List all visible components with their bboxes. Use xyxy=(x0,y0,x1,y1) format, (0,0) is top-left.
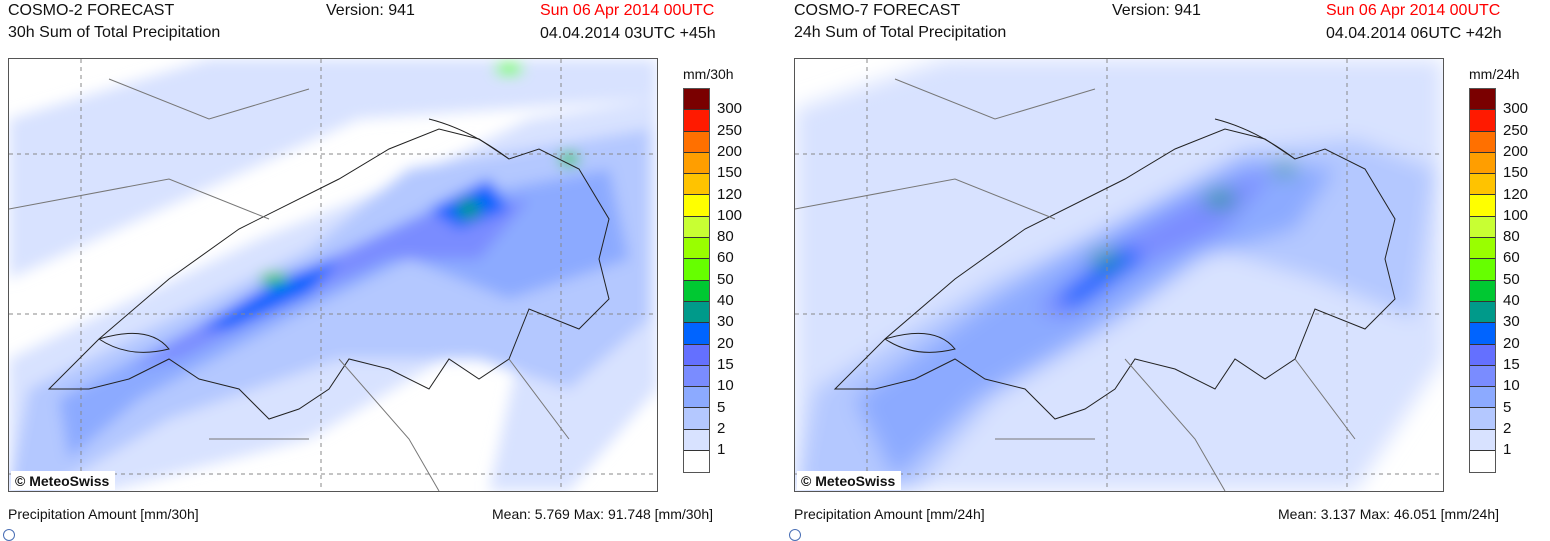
panel-cosmo2: COSMO-2 FORECAST 30h Sum of Total Precip… xyxy=(0,0,780,541)
colorbar-swatch xyxy=(1470,174,1495,196)
precipitation-map[interactable]: © MeteoSwiss xyxy=(8,58,658,492)
colorbar-label: 150 xyxy=(1503,164,1529,182)
colorbar-label: 20 xyxy=(1503,334,1520,352)
colorbar-label: 120 xyxy=(717,185,743,203)
colorbar-swatch xyxy=(1470,387,1495,409)
colorbar-label: 10 xyxy=(1503,377,1520,395)
version: Version: 941 xyxy=(326,2,415,19)
colorbar-label: 80 xyxy=(1503,228,1520,246)
precipitation-map[interactable]: © MeteoSwiss xyxy=(794,58,1444,492)
copyright-label: © MeteoSwiss xyxy=(797,471,902,490)
run-time: 04.04.2014 03UTC +45h xyxy=(540,25,716,42)
map-graphic xyxy=(795,59,1443,491)
valid-time: Sun 06 Apr 2014 00UTC xyxy=(540,2,715,19)
copyright-label: © MeteoSwiss xyxy=(11,471,116,490)
colorbar-swatch xyxy=(1470,301,1495,324)
colorbar-swatch xyxy=(1470,110,1495,132)
colorbar-swatch xyxy=(684,238,709,260)
colorbar-label: 30 xyxy=(1503,313,1520,331)
colorbar-swatch xyxy=(684,408,709,430)
colorbar-label: 30 xyxy=(717,313,734,331)
colorbar-swatch xyxy=(684,451,709,473)
colorbar-label: 150 xyxy=(717,164,743,182)
colorbar-swatch xyxy=(684,195,709,217)
colorbar-label: 5 xyxy=(1503,398,1512,416)
colorbar-swatch xyxy=(684,110,709,132)
colorbar-swatch xyxy=(684,301,709,324)
colorbar-label: 120 xyxy=(1503,185,1529,203)
model-title: COSMO-7 FORECAST xyxy=(794,2,961,19)
version: Version: 941 xyxy=(1112,2,1201,19)
run-time: 04.04.2014 06UTC +42h xyxy=(1326,25,1502,42)
colorbar-swatch xyxy=(684,365,709,388)
colorbar-label: 300 xyxy=(1503,100,1529,118)
colorbar-unit: mm/30h xyxy=(683,66,734,82)
colorbar-swatch xyxy=(684,216,709,239)
colorbar-label: 80 xyxy=(717,228,734,246)
panel-cosmo7: COSMO-7 FORECAST 24h Sum of Total Precip… xyxy=(786,0,1550,541)
valid-time: Sun 06 Apr 2014 00UTC xyxy=(1326,2,1501,19)
colorbar-label: 1 xyxy=(717,441,726,459)
colorbar-label: 60 xyxy=(717,249,734,267)
colorbar-label: 50 xyxy=(1503,270,1520,288)
colorbar-swatch xyxy=(684,280,709,302)
colorbar xyxy=(683,88,710,474)
colorbar-swatch xyxy=(1470,429,1495,452)
colorbar-swatch xyxy=(1470,216,1495,239)
colorbar-swatch xyxy=(1470,89,1495,111)
colorbar-label: 2 xyxy=(717,419,726,437)
info-icon[interactable] xyxy=(789,529,801,541)
colorbar-label: 40 xyxy=(717,292,734,309)
colorbar-swatch xyxy=(1470,344,1495,366)
colorbar-swatch xyxy=(1470,238,1495,260)
colorbar-swatch xyxy=(1470,365,1495,388)
colorbar-label: 10 xyxy=(717,377,734,395)
colorbar-label: 5 xyxy=(717,398,726,416)
footer-variable: Precipitation Amount [mm/30h] xyxy=(8,506,199,522)
colorbar-swatch xyxy=(684,152,709,175)
footer-stats: Mean: 5.769 Max: 91.748 [mm/30h] xyxy=(492,506,714,522)
colorbar-swatch xyxy=(1470,195,1495,217)
product-title: 30h Sum of Total Precipitation xyxy=(8,24,221,41)
colorbar-label: 1 xyxy=(1503,441,1512,459)
colorbar-label: 15 xyxy=(717,355,734,373)
colorbar-label: 60 xyxy=(1503,249,1520,267)
footer-stats: Mean: 3.137 Max: 46.051 [mm/24h] xyxy=(1278,506,1500,522)
colorbar-swatch xyxy=(684,323,709,345)
colorbar-swatch xyxy=(684,131,709,153)
colorbar-swatch xyxy=(684,259,709,281)
colorbar-swatch xyxy=(1470,323,1495,345)
map-graphic xyxy=(9,59,657,491)
colorbar-swatch xyxy=(1470,131,1495,153)
colorbar-swatch xyxy=(684,387,709,409)
colorbar-swatch xyxy=(684,89,709,111)
colorbar-label: 250 xyxy=(1503,121,1529,139)
colorbar-label: 200 xyxy=(717,142,743,160)
colorbar-swatch xyxy=(684,429,709,452)
colorbar xyxy=(1469,88,1496,474)
colorbar-swatch xyxy=(1470,152,1495,175)
colorbar-label: 250 xyxy=(717,121,743,139)
footer-variable: Precipitation Amount [mm/24h] xyxy=(794,506,985,522)
colorbar-swatch xyxy=(1470,451,1495,473)
colorbar-swatch xyxy=(1470,408,1495,430)
colorbar-label: 40 xyxy=(1503,292,1520,309)
info-icon[interactable] xyxy=(3,529,15,541)
colorbar-label: 20 xyxy=(717,334,734,352)
model-title: COSMO-2 FORECAST xyxy=(8,2,175,19)
colorbar-label: 15 xyxy=(1503,355,1520,373)
colorbar-label: 300 xyxy=(717,100,743,118)
product-title: 24h Sum of Total Precipitation xyxy=(794,24,1007,41)
colorbar-label: 200 xyxy=(1503,142,1529,160)
colorbar-swatch xyxy=(1470,259,1495,281)
colorbar-unit: mm/24h xyxy=(1469,66,1520,82)
colorbar-label: 100 xyxy=(717,206,743,224)
colorbar-label: 50 xyxy=(717,270,734,288)
colorbar-swatch xyxy=(684,174,709,196)
colorbar-swatch xyxy=(1470,280,1495,302)
colorbar-label: 100 xyxy=(1503,206,1529,224)
colorbar-swatch xyxy=(684,344,709,366)
colorbar-label: 2 xyxy=(1503,419,1512,437)
